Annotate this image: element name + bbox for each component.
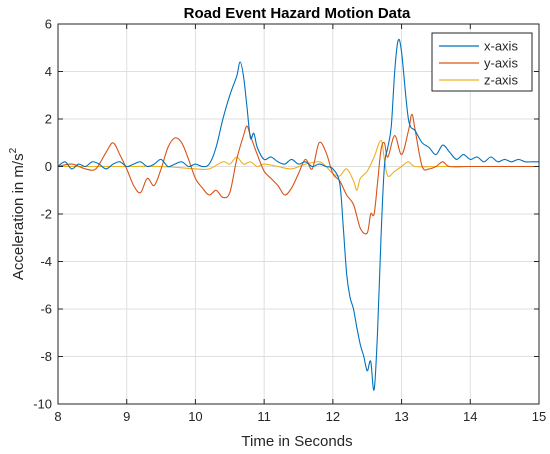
y-tick-label: 6 xyxy=(45,17,52,32)
x-tick-label: 9 xyxy=(123,409,130,424)
axis-ticks xyxy=(57,23,540,405)
series-line-y-axis xyxy=(57,113,539,235)
x-tick-label: 15 xyxy=(532,409,546,424)
legend: x-axis y-axis z-axis xyxy=(431,32,533,92)
x-tick-label: 8 xyxy=(54,409,61,424)
y-tick-label: -6 xyxy=(40,302,52,317)
y-axis-title: Acceleration in m/s2 xyxy=(8,147,27,280)
x-tick-label: 11 xyxy=(257,409,271,424)
legend-label-y-axis: y-axis xyxy=(484,56,518,71)
chart-title: Road Event Hazard Motion Data xyxy=(184,5,411,22)
series-lines xyxy=(57,38,539,391)
x-tick-label: 12 xyxy=(326,409,340,424)
y-tick-label: 0 xyxy=(45,159,52,174)
y-tick-label: 2 xyxy=(45,112,52,127)
y-axis-title-text: Acceleration in m/s xyxy=(10,153,27,280)
y-tick-label: -2 xyxy=(40,207,52,222)
x-tick-label: 10 xyxy=(188,409,202,424)
y-tick-labels: -10 -8 -6 -4 -2 0 2 4 6 xyxy=(33,17,52,412)
x-tick-labels: 8 9 10 11 12 13 14 15 xyxy=(54,409,546,424)
legend-label-z-axis: z-axis xyxy=(484,73,518,88)
y-tick-label: 4 xyxy=(45,64,52,79)
y-axis-title-superscript: 2 xyxy=(8,147,19,153)
y-tick-label: -4 xyxy=(40,254,52,269)
x-tick-label: 14 xyxy=(463,409,477,424)
series-line-x-axis xyxy=(57,38,539,391)
y-tick-label: -8 xyxy=(40,349,52,364)
x-axis-title: Time in Seconds xyxy=(241,433,352,450)
legend-box xyxy=(431,32,533,92)
y-tick-label: -10 xyxy=(33,397,52,412)
legend-label-x-axis: x-axis xyxy=(484,39,518,54)
x-tick-label: 13 xyxy=(394,409,408,424)
